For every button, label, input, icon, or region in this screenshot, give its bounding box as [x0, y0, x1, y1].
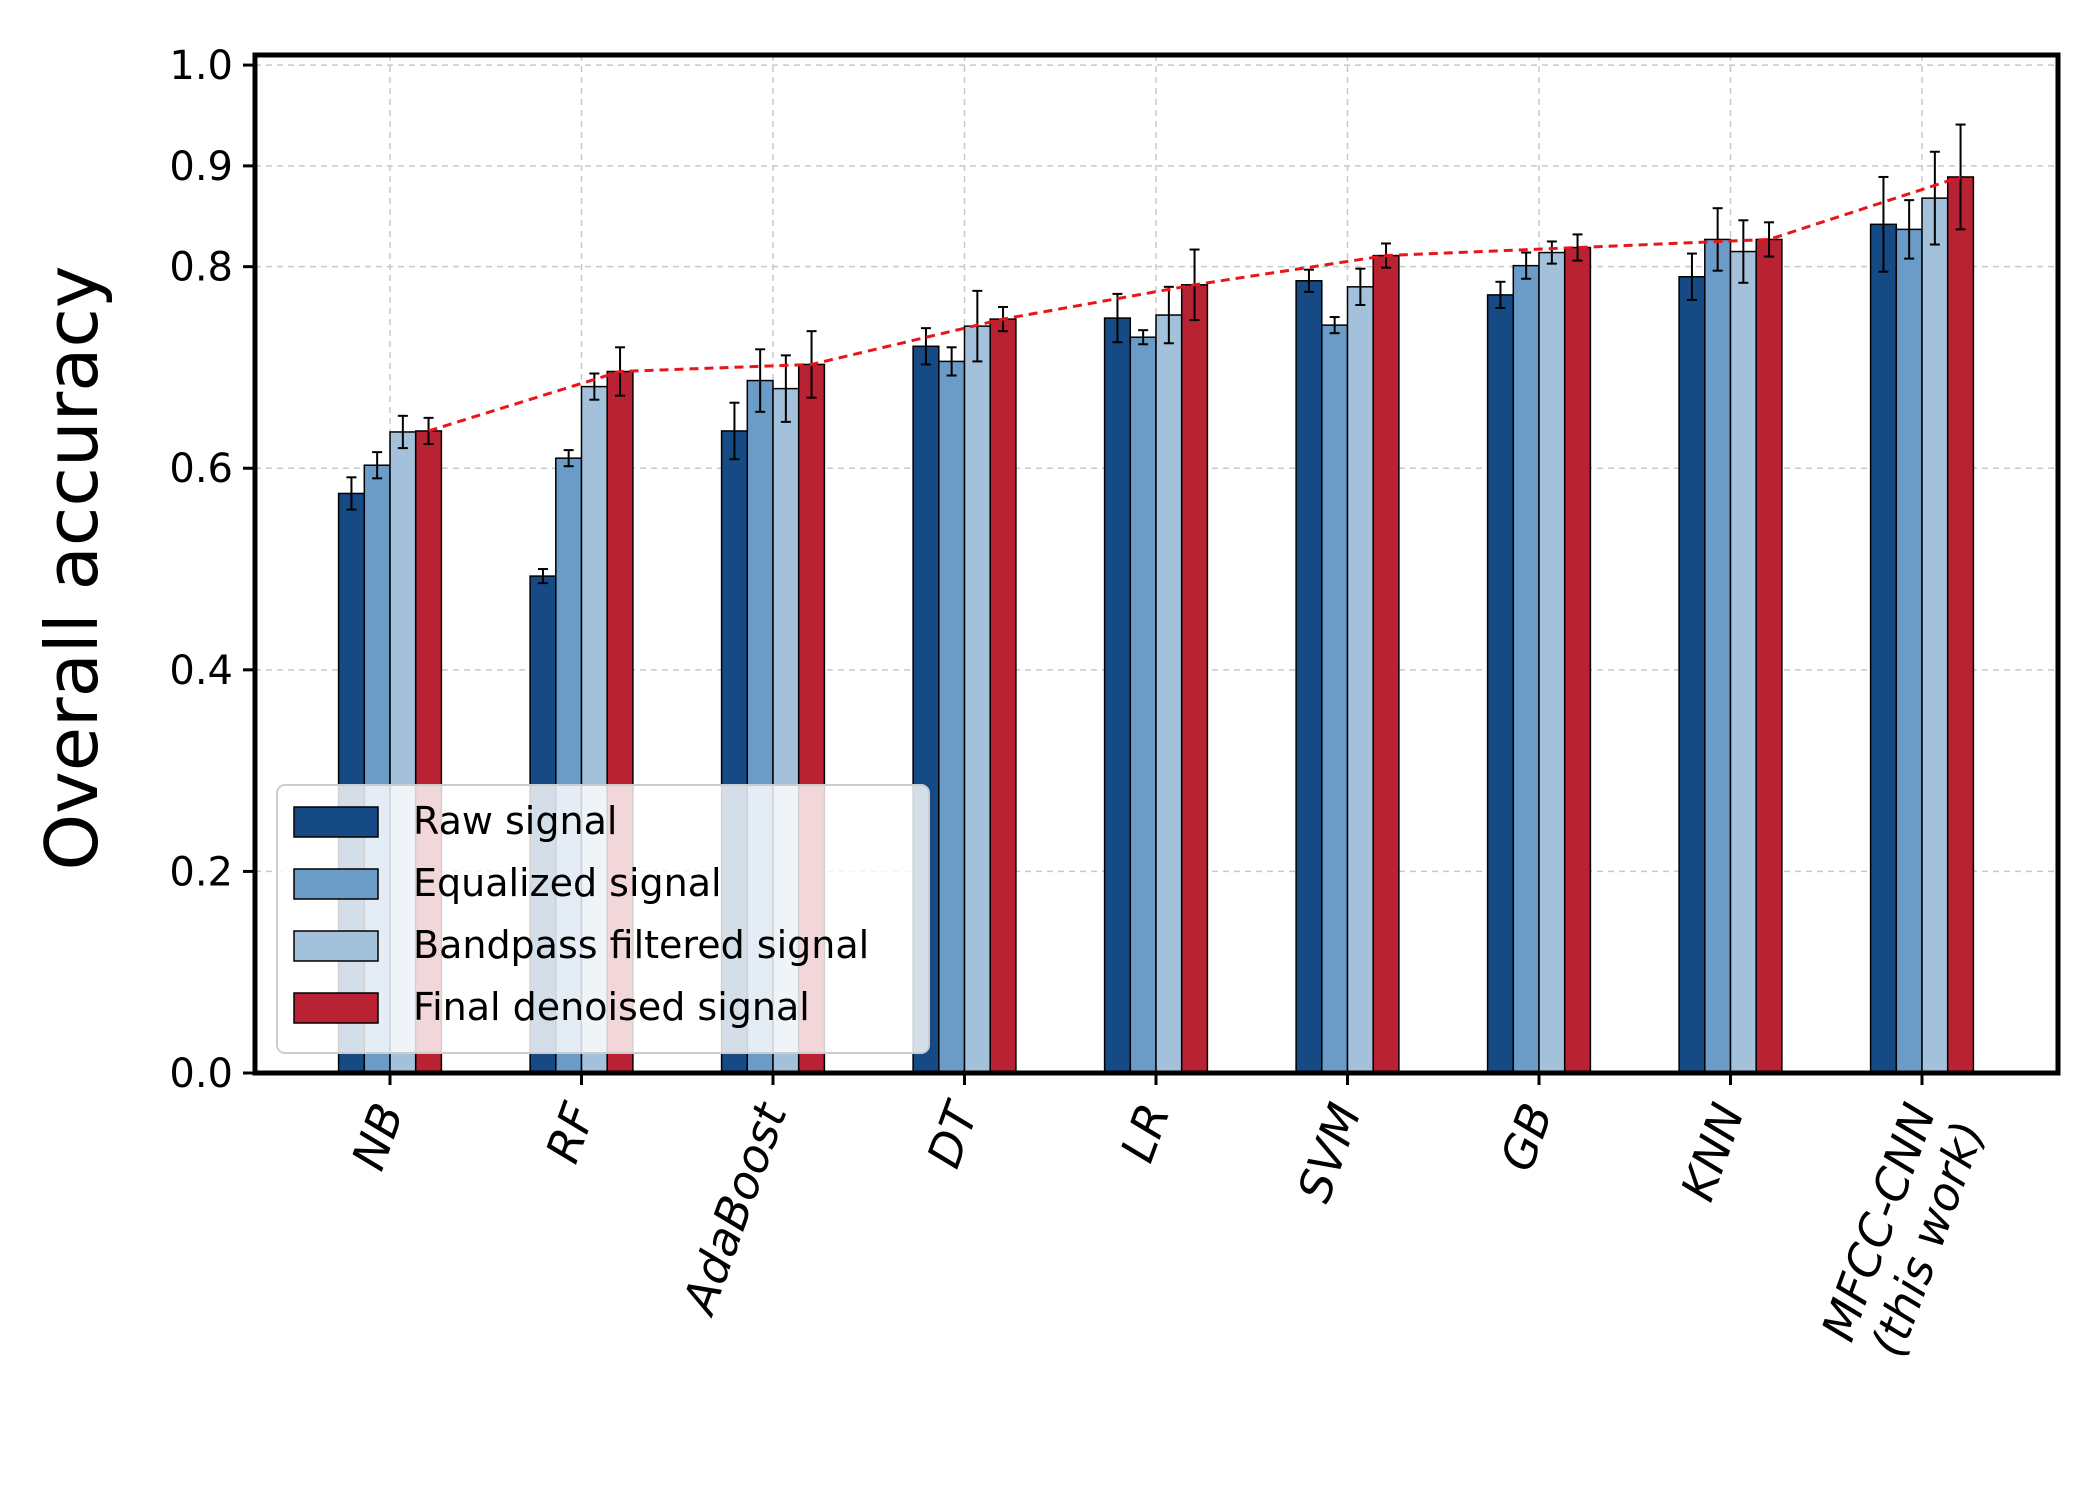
bar-s1-c5 [1321, 324, 1349, 1074]
error-bar-s0-c5 [1303, 268, 1314, 293]
legend-swatch-1 [293, 868, 379, 900]
x-tick-label-1: RF [535, 1096, 606, 1170]
bar-s3-c4 [1180, 284, 1209, 1074]
bar-s1-c8 [1895, 228, 1923, 1074]
legend-label-0: Raw signal [413, 799, 617, 843]
bar-s2-c4 [1155, 314, 1183, 1074]
x-tick-label-line: DT [916, 1093, 990, 1175]
y-tick-label-0: 0.0 [169, 1051, 233, 1097]
bar-s2-c6 [1538, 251, 1566, 1074]
bar-s1-c3 [938, 360, 966, 1074]
error-bar-s0-c8 [1878, 175, 1889, 273]
bar-s2-c3 [963, 325, 991, 1074]
x-tick-label-8: MFCC-CNN(this work) [1811, 1096, 1995, 1363]
error-bar-s1-c6 [1521, 251, 1532, 280]
legend-swatch-0 [293, 806, 379, 838]
bar-s0-c5 [1295, 280, 1323, 1074]
bar-s0-c8 [1869, 223, 1898, 1074]
bar-s3-c5 [1372, 254, 1400, 1074]
error-bar-s2-c4 [1163, 285, 1174, 345]
y-tick-label-4: 0.8 [169, 245, 233, 291]
error-bar-s1-c7 [1712, 207, 1723, 272]
error-bar-s2-c8 [1929, 150, 1940, 246]
bar-s1-c6 [1512, 264, 1540, 1074]
bar-s2-c5 [1346, 286, 1374, 1074]
error-bar-s1-c4 [1138, 329, 1149, 346]
legend-entry-3: Final denoised signal [293, 985, 810, 1029]
error-bar-s1-c3 [946, 346, 957, 377]
x-tick-label-line: AdaBoost [671, 1094, 798, 1323]
bar-s3-c3 [989, 318, 1017, 1074]
x-tick-label-line: NB [341, 1096, 414, 1176]
x-tick-label-line: KNN [1670, 1096, 1755, 1207]
bar-s2-c7 [1729, 250, 1757, 1074]
legend-swatch-2 [293, 930, 379, 962]
x-tick-label-line: RF [535, 1096, 606, 1170]
x-tick-label-2: AdaBoost [671, 1094, 798, 1323]
x-tick-label-line: LR [1110, 1096, 1180, 1169]
y-tick-label-3: 0.6 [169, 446, 233, 492]
error-bar-s1-c0 [372, 451, 383, 480]
error-bar-s1-c5 [1329, 316, 1340, 335]
error-bar-s0-c6 [1495, 280, 1506, 309]
error-bar-s0-c0 [346, 476, 357, 511]
legend-label-1: Equalized signal [413, 861, 722, 905]
legend-label-3: Final denoised signal [413, 985, 810, 1029]
x-tick-label-5: SVM [1287, 1096, 1372, 1209]
error-bar-s2-c5 [1355, 267, 1366, 306]
bar-s2-c8 [1921, 197, 1949, 1074]
y-tick-label-1: 0.2 [169, 849, 233, 895]
trend-line-group [428, 175, 1962, 433]
legend: Raw signal Equalized signal Bandpass filte… [276, 784, 930, 1054]
x-tick-label-7: KNN [1670, 1096, 1755, 1207]
bar-s3-c6 [1563, 246, 1592, 1074]
bar-s1-c7 [1704, 238, 1732, 1074]
legend-entry-2: Bandpass filtered signal [293, 923, 869, 967]
error-bar-s0-c7 [1686, 252, 1697, 301]
x-tick-label-0: NB [341, 1096, 414, 1176]
bar-s3-c7 [1755, 238, 1783, 1074]
x-tick-label-line: GB [1490, 1096, 1564, 1178]
y-tick-label-6: 1.0 [169, 43, 233, 89]
x-tick-label-6: GB [1490, 1096, 1564, 1178]
error-bar-s1-c8 [1904, 199, 1915, 260]
bar-s0-c7 [1678, 275, 1706, 1074]
trend-line [428, 175, 1962, 433]
bar-s0-c6 [1486, 294, 1515, 1074]
y-axis: 0.0 0.2 0.4 0.6 0.8 0.9 1.0 [169, 43, 255, 1097]
bar-s0-c4 [1103, 317, 1132, 1074]
legend-swatch-3 [293, 992, 379, 1024]
y-tick-label-2: 0.4 [169, 648, 233, 694]
error-bar-s2-c0 [397, 414, 408, 450]
bar-s1-c4 [1129, 336, 1157, 1074]
legend-box [276, 784, 930, 1054]
error-bar-s2-c1 [589, 372, 600, 401]
error-bar-s1-c1 [563, 449, 574, 468]
error-bar-s1-c2 [755, 348, 766, 413]
y-tick-label-5: 0.9 [169, 144, 233, 190]
x-axis: NB RF AdaBoost DT LR SVM GB KNN MFCC-CNN(this wo… [341, 1073, 1995, 1364]
legend-label-2: Bandpass filtered signal [413, 923, 869, 967]
error-bar-s0-c4 [1112, 292, 1123, 344]
y-axis-title: Overall accuracy [30, 265, 114, 870]
error-bar-s3-c6 [1572, 233, 1583, 262]
x-tick-label-4: LR [1110, 1096, 1180, 1169]
error-bar-s2-c7 [1738, 219, 1749, 284]
error-bar-s2-c6 [1546, 240, 1557, 265]
error-bar-s3-c7 [1764, 221, 1775, 258]
legend-entry-1: Equalized signal [293, 861, 722, 905]
x-tick-label-line: SVM [1287, 1096, 1372, 1209]
bar-s3-c8 [1946, 176, 1975, 1074]
error-bar-s0-c3 [920, 327, 931, 366]
legend-entry-0: Raw signal [293, 799, 617, 843]
x-tick-label-3: DT [916, 1093, 990, 1175]
error-bar-s0-c1 [537, 568, 548, 585]
error-bar-s0-c2 [729, 401, 740, 461]
